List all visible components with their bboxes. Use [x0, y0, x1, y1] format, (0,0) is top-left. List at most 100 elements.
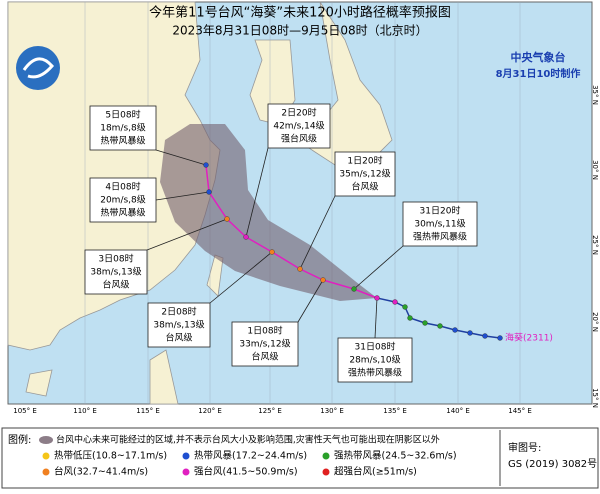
track-point [203, 162, 209, 168]
legend-dot [182, 452, 190, 460]
issue-time: 8月31日10时制作 [496, 67, 581, 80]
annotation-text: 35m/s,12级 [339, 168, 390, 180]
approval-label: 审图号: [508, 441, 541, 454]
track-point [243, 234, 249, 240]
legend-dot [42, 468, 50, 476]
past-track [376, 297, 501, 339]
annotation-text: 强热带风暴级 [413, 231, 467, 243]
track-point [269, 249, 275, 255]
logo-circle [16, 46, 60, 90]
annotation-text: 38m/s,13级 [90, 266, 141, 278]
annotation-text: 2日08时 [161, 306, 196, 318]
annotation-text: 台风级 [165, 332, 192, 344]
hainan [25, 369, 53, 397]
leader-line [155, 149, 207, 166]
annotation-text: 31日08时 [355, 341, 396, 353]
leader-line [299, 195, 336, 270]
legend-label: 热带低压(10.8~17.1m/s) [54, 450, 167, 462]
legend-title: 图例: [8, 433, 31, 446]
legend-label: 超强台风(≥51m/s) [334, 466, 417, 478]
track-point [402, 304, 408, 310]
annotation-box [267, 103, 331, 149]
legend-dot [322, 452, 330, 460]
annotation-text: 18m/s,8级 [100, 122, 146, 134]
track-point [374, 295, 380, 301]
axis-labels: 105° E 110° E 115° E 120° E 125° E 130° E 135°… [13, 85, 599, 415]
track-point [392, 299, 398, 305]
subtitle: 2023年8月31日08时—9月5日08时（北京时） [172, 24, 427, 38]
lat-label: 15° N [591, 388, 599, 408]
annotation-box [89, 177, 157, 223]
lat-label: 30° N [591, 160, 599, 180]
philippines [149, 349, 179, 405]
track-point [452, 327, 458, 333]
storm-label: 海葵(2311) [505, 332, 553, 344]
annotation-text: 强热带风暴级 [348, 367, 402, 379]
annotation-box [402, 201, 478, 247]
leader-line [209, 251, 273, 304]
lat-label: 20° N [591, 312, 599, 332]
lon-label: 145° E [508, 407, 532, 415]
lat-label: 25° N [591, 235, 599, 255]
track-point [224, 216, 230, 222]
annotation-text: 33m/s,12级 [239, 338, 290, 350]
annotation-text: 2日20时 [281, 107, 316, 119]
track-point [437, 323, 443, 329]
lat-label: 35° N [591, 85, 599, 105]
annotation-text: 热带风暴级 [100, 207, 145, 219]
lon-label: 135° E [383, 407, 407, 415]
annotation-text: 31日20时 [420, 205, 461, 217]
legend-box [1, 427, 599, 489]
annotation-box [337, 337, 413, 383]
annotation-text: 20m/s,8级 [100, 194, 146, 206]
lon-label: 125° E [258, 407, 282, 415]
annotation-text: 强台风级 [281, 133, 317, 145]
annotation-text: 1日20时 [347, 155, 382, 167]
annotation-text: 热带风暴级 [100, 135, 145, 147]
track-point [320, 277, 326, 283]
lon-label: 140° E [446, 407, 470, 415]
logo-swirl [22, 57, 54, 79]
annotation-box [89, 105, 157, 151]
leader-line [353, 245, 404, 290]
track-point [497, 335, 503, 341]
probability-cone [160, 124, 377, 301]
lon-label: 130° E [320, 407, 344, 415]
mainland [7, 1, 221, 351]
annotation-text: 台风级 [251, 351, 278, 363]
legend-label: 热带风暴(17.2~24.4m/s) [194, 450, 307, 462]
annotation-text: 28m/s,10级 [349, 354, 400, 366]
annotation-text: 30m/s,11级 [414, 218, 465, 230]
legend-dot [42, 452, 50, 460]
annotation-text: 1日08时 [247, 325, 282, 337]
lon-label: 120° E [198, 407, 222, 415]
leader-line [297, 279, 324, 323]
leader-line [146, 218, 228, 251]
legend-items: 热带低压(10.8~17.1m/s) 热带风暴(17.2~24.4m/s) 强热带风… [42, 450, 457, 478]
lon-label: 110° E [73, 407, 97, 415]
annotation-text: 台风级 [102, 279, 129, 291]
track-point [351, 286, 357, 292]
annotation-text: 台风级 [351, 181, 378, 193]
track-point [407, 315, 413, 321]
lon-label: 105° E [13, 407, 37, 415]
legend-label: 强台风(41.5~50.9m/s) [194, 466, 298, 478]
leader-line [155, 191, 210, 201]
track-point [467, 330, 473, 336]
annotation-box [147, 302, 211, 348]
track-points [203, 162, 503, 341]
track-point [422, 320, 428, 326]
agency-name: 中央气象台 [511, 50, 566, 64]
track-point [206, 189, 212, 195]
track-point [297, 266, 303, 272]
lon-label: 115° E [136, 407, 160, 415]
annotation-box [334, 151, 396, 197]
legend-dot [322, 468, 330, 476]
annotation-text: 42m/s,14级 [273, 120, 324, 132]
legend-dot [182, 468, 190, 476]
legend-area-note: 台风中心未来可能经过的区域,并不表示台风大小及影响范围,灾害性天气也可能出现在阴… [56, 434, 440, 446]
annotation-box [84, 249, 148, 295]
